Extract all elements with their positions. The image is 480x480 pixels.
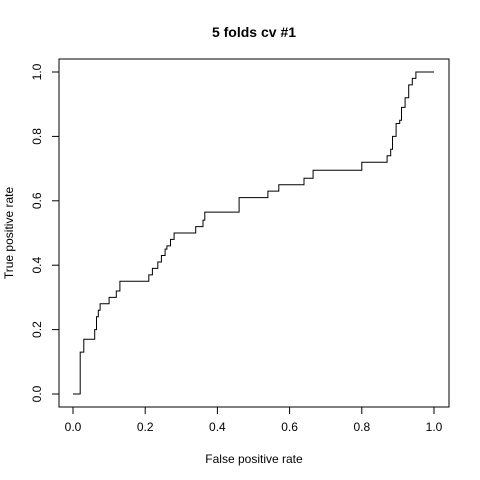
- x-tick-label: 0.6: [281, 420, 298, 434]
- y-axis-label: True positive rate: [2, 187, 16, 280]
- chart-title: 5 folds cv #1: [212, 24, 296, 40]
- y-tick-label: 0.8: [30, 128, 44, 145]
- y-tick-label: 1.0: [30, 63, 44, 80]
- x-tick-label: 0.2: [137, 420, 154, 434]
- y-tick-label: 0.4: [30, 257, 44, 274]
- x-tick-label: 1.0: [426, 420, 443, 434]
- y-tick-label: 0.0: [30, 385, 44, 402]
- plot-box: [58, 58, 450, 408]
- y-tick-label: 0.2: [30, 321, 44, 338]
- y-tick-label: 0.6: [30, 192, 44, 209]
- x-axis-label: False positive rate: [205, 452, 303, 466]
- y-axis: 0.0 0.2 0.4 0.6 0.8 1.0: [30, 63, 60, 402]
- roc-curve: [73, 71, 434, 395]
- x-tick-label: 0.8: [353, 420, 370, 434]
- x-tick-label: 0.0: [65, 420, 82, 434]
- x-tick-label: 0.4: [209, 420, 226, 434]
- x-axis: 0.0 0.2 0.4 0.6 0.8 1.0: [65, 406, 443, 434]
